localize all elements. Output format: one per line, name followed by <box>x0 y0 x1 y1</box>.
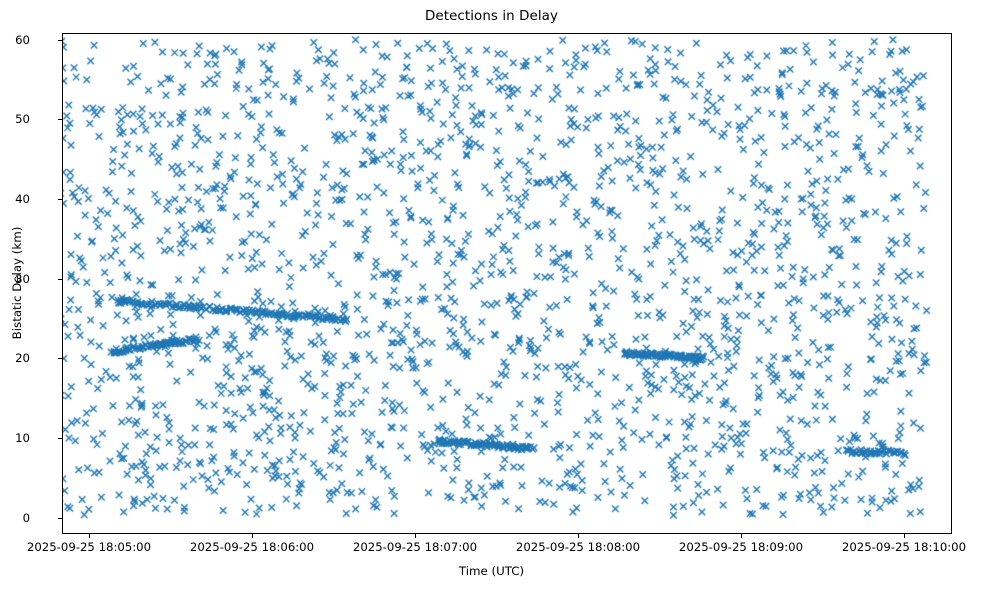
y-tick-mark <box>58 199 62 201</box>
y-tick-label: 10 <box>15 431 30 445</box>
y-tick-mark <box>58 438 62 440</box>
x-tick-label: 2025-09-25 18:07:00 <box>352 540 478 554</box>
x-tick-label: 2025-09-25 18:10:00 <box>841 540 967 554</box>
x-tick-mark <box>252 534 254 538</box>
x-tick-label: 2025-09-25 18:08:00 <box>515 540 641 554</box>
x-tick-label: 2025-09-25 18:05:00 <box>26 540 152 554</box>
y-tick-mark <box>58 518 62 520</box>
y-tick-label: 20 <box>15 351 30 365</box>
y-tick-mark <box>58 358 62 360</box>
scatter-plot-canvas <box>63 34 951 533</box>
x-axis-label: Time (UTC) <box>458 564 525 578</box>
x-tick-label: 2025-09-25 18:06:00 <box>189 540 315 554</box>
chart-title: Detections in Delay <box>424 9 559 24</box>
y-tick-mark <box>58 119 62 121</box>
x-tick-mark <box>415 534 417 538</box>
x-tick-mark <box>904 534 906 538</box>
y-tick-label: 50 <box>15 112 30 126</box>
y-tick-mark <box>58 40 62 42</box>
plot-axes-area <box>62 33 952 534</box>
y-tick-label: 30 <box>15 272 30 286</box>
y-tick-label: 0 <box>22 511 30 525</box>
x-tick-mark <box>741 534 743 538</box>
y-tick-label: 60 <box>15 33 30 47</box>
x-tick-mark <box>578 534 580 538</box>
x-tick-mark <box>89 534 91 538</box>
y-tick-label: 40 <box>15 192 30 206</box>
y-tick-mark <box>58 279 62 281</box>
x-tick-label: 2025-09-25 18:09:00 <box>678 540 804 554</box>
